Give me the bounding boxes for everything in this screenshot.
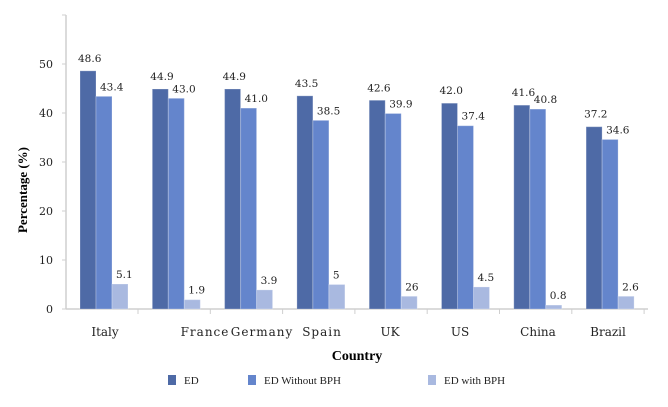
x-tick-label: US (451, 325, 469, 339)
bar (400, 295, 418, 310)
x-tick-label: Italy (91, 325, 119, 339)
data-label: 34.6 (606, 124, 630, 136)
x-tick-label: China (520, 325, 556, 339)
data-label: 41.6 (512, 87, 536, 99)
data-label: 38.5 (317, 105, 340, 117)
data-label: 43.5 (295, 78, 318, 90)
bar (384, 112, 402, 310)
data-label: 0.8 (550, 290, 567, 302)
x-axis-title: Country (332, 349, 383, 364)
x-tick-label: UK (380, 325, 400, 339)
y-tick-label: 30 (39, 156, 53, 169)
y-tick-label: 10 (39, 254, 53, 267)
data-label: 37.2 (584, 109, 607, 121)
data-label: 39.9 (389, 98, 412, 110)
x-tick-label: Spain (302, 325, 342, 339)
data-label: 37.4 (462, 111, 486, 123)
bar (328, 284, 346, 310)
data-label: 3.9 (261, 275, 278, 287)
data-label: 1.9 (188, 285, 205, 297)
bar (256, 289, 274, 310)
bar (457, 125, 474, 310)
y-tick-label: 40 (39, 107, 53, 120)
data-label: 5.1 (116, 269, 133, 281)
data-label: 42.6 (367, 82, 391, 94)
data-label: 44.9 (223, 71, 246, 83)
bar (585, 126, 603, 310)
data-label: 43.4 (100, 81, 124, 93)
legend-label: ED Without BPH (264, 375, 341, 387)
bar (312, 119, 330, 310)
bar (601, 138, 619, 310)
y-tick-label: 50 (39, 58, 53, 71)
x-tick-label: Brazil (590, 325, 626, 339)
data-label: 48.6 (78, 53, 102, 65)
data-label: 40.8 (534, 94, 557, 106)
data-label: 5 (333, 270, 340, 282)
bar (240, 107, 258, 310)
bar (441, 102, 458, 310)
data-label: 42.0 (440, 85, 463, 97)
data-label: 44.9 (150, 71, 173, 83)
data-label: 4.5 (478, 272, 495, 284)
bar (111, 283, 129, 310)
data-label: 2.6 (622, 281, 639, 293)
bar (183, 299, 201, 310)
y-tick-label: 0 (46, 303, 53, 316)
data-label: 41.0 (245, 93, 268, 105)
bar (296, 95, 314, 310)
bar (473, 286, 490, 310)
bar (95, 95, 113, 310)
legend-label: ED with BPH (444, 375, 505, 387)
bar (513, 104, 531, 310)
y-tick-label: 20 (39, 205, 53, 218)
bar (79, 70, 97, 310)
x-tick-label: Germany (231, 325, 293, 339)
bar (529, 108, 547, 310)
bar (224, 88, 242, 310)
data-label: 26 (405, 281, 419, 293)
bar (151, 88, 169, 310)
legend-swatch (168, 375, 176, 385)
x-tick-label: France (181, 325, 230, 339)
bar (368, 99, 386, 310)
bar (545, 304, 563, 310)
legend-swatch (428, 375, 436, 385)
y-axis-title: Percentage (%) (15, 147, 30, 233)
data-label: 43.0 (172, 83, 195, 95)
bar (617, 295, 635, 310)
legend-label: ED (184, 375, 199, 387)
bar (167, 97, 185, 310)
legend-swatch (248, 375, 256, 385)
